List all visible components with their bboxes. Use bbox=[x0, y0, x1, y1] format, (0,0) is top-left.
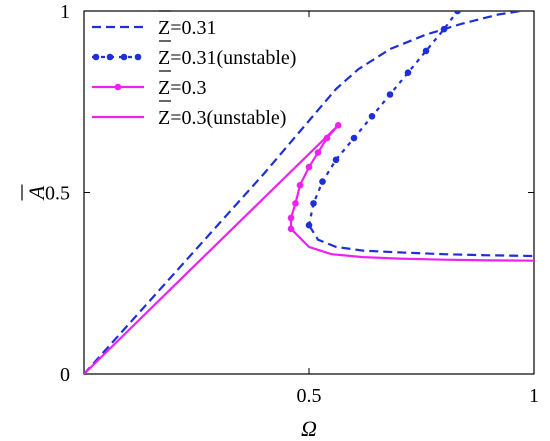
series-2-line bbox=[289, 124, 340, 229]
y-tick-label: 1 bbox=[60, 1, 70, 23]
legend-marker-1 bbox=[120, 53, 128, 61]
series-1-point bbox=[422, 47, 430, 55]
series-2-point bbox=[292, 200, 299, 207]
series-1-point bbox=[404, 69, 412, 77]
series-0-line-lower-branch bbox=[308, 224, 534, 258]
legend-label-1: Z=0.31(unstable) bbox=[158, 47, 296, 69]
series-2-point bbox=[296, 181, 304, 189]
series-layer bbox=[84, 11, 534, 374]
x-tick-label: 1 bbox=[529, 385, 539, 407]
plot-frame bbox=[83, 10, 535, 375]
x-tick-label: 0.5 bbox=[297, 385, 322, 407]
x-axis-label: Ω bbox=[301, 416, 317, 441]
series-1-point bbox=[310, 200, 317, 207]
series-1-point bbox=[332, 156, 340, 164]
y-tick-label: 0.5 bbox=[45, 183, 70, 205]
series-2-point bbox=[287, 214, 295, 222]
y-axis-label-group: A bbox=[21, 184, 49, 201]
series-1-point bbox=[440, 25, 448, 33]
legend-marker-2 bbox=[114, 83, 122, 91]
y-axis-label: A bbox=[24, 185, 49, 201]
legend-label-3: Z=0.3(unstable) bbox=[158, 107, 286, 129]
legend: Z=0.31 Z=0.31(unstable) Z=0.3 Z=0.3(unstabl… bbox=[92, 10, 296, 129]
series-0-line bbox=[84, 11, 521, 374]
legend-marker-1 bbox=[92, 53, 100, 61]
series-3-line bbox=[84, 124, 340, 374]
series-2-point bbox=[323, 134, 331, 142]
legend-marker-1 bbox=[106, 53, 114, 61]
axis-ticks: 0.5 1 0 0.5 1 bbox=[45, 1, 539, 407]
legend-label-0: Z=0.31 bbox=[158, 17, 217, 39]
series-1-point bbox=[386, 91, 394, 98]
legend-label-2: Z=0.3 bbox=[158, 77, 207, 99]
series-2-point bbox=[314, 149, 322, 156]
series-1-point bbox=[319, 178, 326, 185]
series-1-point bbox=[368, 112, 376, 120]
series-2-point bbox=[305, 163, 313, 171]
series-3-line-lower-branch bbox=[290, 228, 534, 262]
legend-marker-1 bbox=[134, 53, 142, 61]
series-1-line bbox=[307, 11, 459, 226]
series-1-point bbox=[350, 134, 358, 142]
series-1-point bbox=[305, 221, 313, 229]
series-1-point bbox=[454, 11, 461, 15]
y-tick-label: 0 bbox=[60, 364, 70, 386]
